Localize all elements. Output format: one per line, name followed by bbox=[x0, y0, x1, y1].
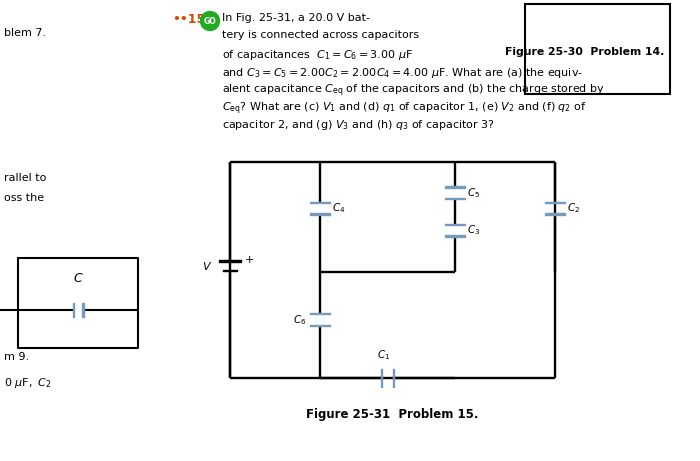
Text: $C_2$: $C_2$ bbox=[567, 201, 580, 215]
Text: $C_5$: $C_5$ bbox=[467, 186, 480, 200]
Text: tery is connected across capacitors: tery is connected across capacitors bbox=[222, 30, 419, 41]
Text: $0\ \mu\mathrm{F},\ C_2$: $0\ \mu\mathrm{F},\ C_2$ bbox=[4, 376, 51, 390]
Text: m 9.: m 9. bbox=[4, 352, 29, 362]
Circle shape bbox=[200, 12, 220, 30]
Text: Figure 25-31  Problem 15.: Figure 25-31 Problem 15. bbox=[307, 408, 479, 421]
Text: $C_{\mathrm{eq}}$? What are (c) $V_1$ and (d) $q_1$ of capacitor 1, (e) $V_2$ an: $C_{\mathrm{eq}}$? What are (c) $V_1$ an… bbox=[222, 100, 587, 117]
Text: capacitor 2, and (g) $V_3$ and (h) $q_3$ of capacitor 3?: capacitor 2, and (g) $V_3$ and (h) $q_3$… bbox=[222, 118, 495, 132]
Text: +: + bbox=[245, 254, 254, 265]
Text: $C$: $C$ bbox=[73, 272, 83, 285]
Text: blem 7.: blem 7. bbox=[4, 28, 46, 38]
Text: $C_1$: $C_1$ bbox=[377, 348, 390, 362]
Text: $C_4$: $C_4$ bbox=[332, 201, 345, 215]
Text: $C_3$: $C_3$ bbox=[467, 223, 480, 237]
Text: ••15: ••15 bbox=[172, 13, 205, 26]
Text: oss the: oss the bbox=[4, 193, 44, 203]
Text: alent capacitance $C_{\mathrm{eq}}$ of the capacitors and (b) the charge stored : alent capacitance $C_{\mathrm{eq}}$ of t… bbox=[222, 83, 605, 100]
Text: rallel to: rallel to bbox=[4, 173, 46, 183]
Text: and $C_3 = C_5 = 2.00C_2 = 2.00C_4 = 4.00\ \mu\mathrm{F}$. What are (a) the equi: and $C_3 = C_5 = 2.00C_2 = 2.00C_4 = 4.0… bbox=[222, 65, 583, 79]
Text: $V$: $V$ bbox=[202, 260, 212, 272]
Text: In Fig. 25-31, a 20.0 V bat-: In Fig. 25-31, a 20.0 V bat- bbox=[222, 13, 370, 23]
Text: of capacitances  $C_1 = C_6 = 3.00\ \mu\mathrm{F}$: of capacitances $C_1 = C_6 = 3.00\ \mu\m… bbox=[222, 48, 413, 62]
Text: $C_6$: $C_6$ bbox=[293, 313, 306, 326]
Text: GO: GO bbox=[204, 17, 216, 25]
Bar bbox=[525, 4, 670, 94]
Text: Figure 25-30  Problem 14.: Figure 25-30 Problem 14. bbox=[505, 47, 664, 57]
